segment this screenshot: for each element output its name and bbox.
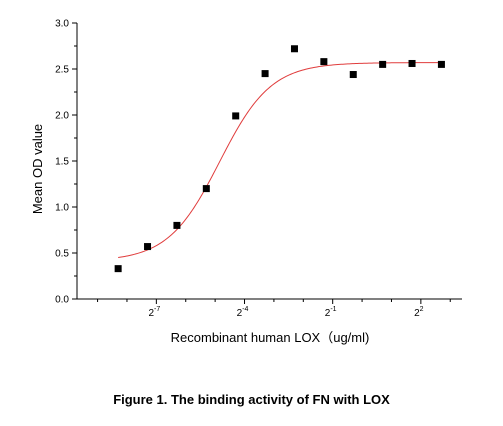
y-tick-label: 3.0 — [55, 19, 69, 30]
y-tick-label: 2.0 — [55, 111, 69, 122]
y-tick-label: 0.0 — [55, 295, 69, 306]
data-point — [379, 60, 387, 68]
data-point — [261, 70, 269, 78]
data-point — [437, 60, 445, 68]
fit-curve — [118, 62, 442, 259]
figure-caption: Figure 1. The binding activity of FN wit… — [113, 392, 390, 407]
data-point — [173, 221, 181, 229]
data-point — [349, 71, 357, 79]
y-tick-label: 2.5 — [55, 65, 69, 76]
data-point — [408, 59, 416, 67]
x-tick-label: 22 — [414, 306, 424, 319]
y-tick-label: 0.5 — [55, 249, 69, 260]
y-axis-title: Mean OD value — [30, 124, 45, 214]
x-tick-label: 2-1 — [325, 306, 337, 319]
y-tick-label: 1.0 — [55, 203, 69, 214]
x-tick-label: 2-7 — [148, 306, 160, 319]
x-axis-title: Recombinant human LOX（ug/ml) — [171, 330, 370, 345]
data-point — [144, 243, 152, 251]
y-tick-label: 1.5 — [55, 157, 69, 168]
data-point — [114, 265, 122, 273]
x-tick-label: 2-4 — [237, 306, 249, 319]
data-point — [290, 45, 298, 53]
y-axis: 0.0 0.5 1.0 1.5 2.0 2.5 3.0 — [55, 19, 78, 306]
x-axis: 2-7 2-4 2-1 22 — [77, 298, 462, 319]
data-point — [202, 185, 210, 193]
data-point — [320, 58, 328, 66]
data-points — [114, 45, 445, 273]
data-point — [232, 112, 240, 120]
chart: 0.0 0.5 1.0 1.5 2.0 2.5 3.0 2-7 2-4 2-1 22 Mean O… — [30, 19, 462, 345]
